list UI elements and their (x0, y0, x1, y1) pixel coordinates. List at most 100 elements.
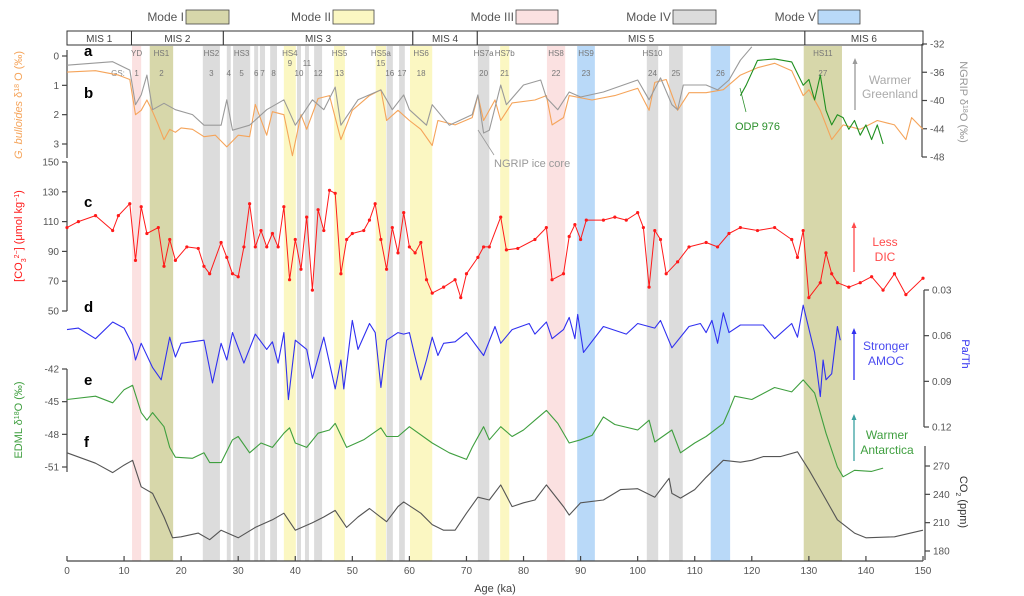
co3-data-point (362, 228, 366, 233)
panel-letter-f: f (84, 434, 90, 451)
axis-title-part: O (‰) (957, 113, 969, 143)
co3-data-point (676, 260, 680, 264)
greenland-stadial-number: 26 (716, 69, 725, 78)
mis-label: MIS 1 (86, 34, 113, 45)
co3-data-point (339, 272, 343, 276)
x-tick-label: 130 (801, 566, 818, 577)
x-tick-label: 150 (915, 566, 932, 577)
co3-data-point (481, 245, 486, 249)
greenland-stadial-number: 23 (582, 69, 591, 78)
dic-annotation-line2: DIC (875, 250, 896, 264)
ngrip-tick-label: -44 (930, 124, 945, 135)
edml-tick-label: -45 (45, 397, 60, 408)
axis-title-part: O (‰) (13, 51, 25, 84)
co3-tick-label: 130 (42, 187, 59, 198)
ngrip-leader-line (477, 129, 495, 156)
greenland-stadial-number: 15 (376, 59, 385, 68)
co3-data-point (847, 285, 851, 289)
co3-data-point (236, 275, 240, 279)
greenland-stadial-number: 8 (271, 69, 276, 78)
antarctica-arrow-head (851, 414, 857, 420)
co3-data-point (550, 278, 554, 282)
axis-title-part: 2− (14, 250, 21, 258)
greenland-stadial-number: 16 (385, 69, 394, 78)
co2-tick-label: 270 (933, 462, 950, 473)
heinrich-stadial-label: HS6 (413, 49, 429, 58)
ngrip-ice-core-label: NGRIP ice core (494, 158, 570, 170)
co3-data-point (664, 272, 668, 276)
co3-tick-label: 70 (48, 277, 60, 288)
axis-title-part: ) (13, 190, 25, 194)
co3-data-point (276, 245, 280, 249)
co3-data-point (139, 205, 143, 209)
greenland-arrow-head (852, 58, 858, 64)
legend-label: Mode III (471, 10, 514, 24)
co3-data-point (613, 215, 617, 219)
co3-data-point (624, 218, 628, 222)
co3-data-point (287, 278, 292, 282)
co3-data-point (653, 228, 657, 233)
x-tick-label: 70 (461, 566, 473, 577)
axis-title-part: 18 (14, 84, 21, 92)
axis-title-part: 18 (962, 105, 969, 113)
co3-data-point (870, 275, 874, 279)
axis-title-part: G. bulloides (13, 100, 25, 159)
axis-title-part: [CO (13, 262, 25, 282)
event-band (386, 46, 393, 561)
co3-data-point (658, 237, 663, 242)
co3-data-point (282, 205, 286, 209)
series-line-co2 (66, 451, 924, 541)
legend-label: Mode V (775, 10, 816, 24)
panel-letter-b: b (84, 85, 93, 102)
heinrich-stadial-label: HS1 (154, 49, 170, 58)
x-tick-label: 30 (233, 566, 245, 577)
event-band (577, 46, 595, 561)
co3-data-point (419, 240, 423, 245)
axis-title-part: O (‰) (13, 381, 25, 411)
heinrich-stadial-label: HS7b (495, 49, 516, 58)
axis-title-part: −1 (14, 194, 21, 202)
mis-label: MIS 4 (432, 34, 459, 45)
heinrich-stadial-label: HS3 (234, 49, 250, 58)
co3-tick-label: 90 (48, 247, 60, 258)
co3-data-point (111, 228, 115, 233)
co3-data-point (801, 228, 805, 233)
co3-data-point (76, 220, 81, 224)
greenland-stadial-number: 5 (239, 69, 244, 78)
co3-data-point (835, 281, 840, 285)
pa_th-axis-title: Pa/Th (959, 339, 971, 368)
event-band (233, 46, 251, 561)
co3-data-point (242, 245, 246, 249)
event-band (669, 46, 683, 561)
greenland-stadial-number: 9 (288, 59, 293, 68)
panel-letter-d: d (84, 299, 93, 316)
co3-data-point (219, 240, 223, 245)
greenland-stadial-number: 12 (314, 69, 323, 78)
co3-data-point (487, 245, 491, 249)
mis-box (804, 30, 924, 46)
amoc-arrow-head (851, 328, 857, 334)
co3-data-point (641, 225, 645, 230)
greenland-stadial-number: 4 (227, 69, 232, 78)
legend-swatch (332, 9, 375, 25)
ngrip-tick-label: -48 (930, 153, 945, 164)
x-tick-label: 80 (518, 566, 530, 577)
co3-data-point (293, 237, 297, 242)
axis-title-part: 18 (14, 411, 21, 419)
mode-legend: Mode I Mode II Mode III Mode IV Mode V (147, 9, 861, 25)
greenland-stadial-number: 22 (552, 69, 561, 78)
co3-data-point (202, 264, 206, 268)
co3-data-point (248, 202, 252, 206)
co3-tick-label: 110 (43, 217, 59, 228)
heinrich-stadial-label: HS7a (474, 49, 495, 58)
greenland-stadial-number: 24 (648, 69, 657, 78)
co3-data-point (265, 245, 269, 249)
co3-data-point (727, 231, 731, 236)
event-band (477, 46, 490, 561)
panel-letter-c: c (84, 194, 92, 211)
panel-letter-e: e (84, 372, 92, 389)
co3-axis-title: [CO32−] (μmol kg−1) (13, 190, 28, 282)
series-line-edml (66, 379, 884, 478)
series-line-gbulloides (66, 62, 924, 157)
